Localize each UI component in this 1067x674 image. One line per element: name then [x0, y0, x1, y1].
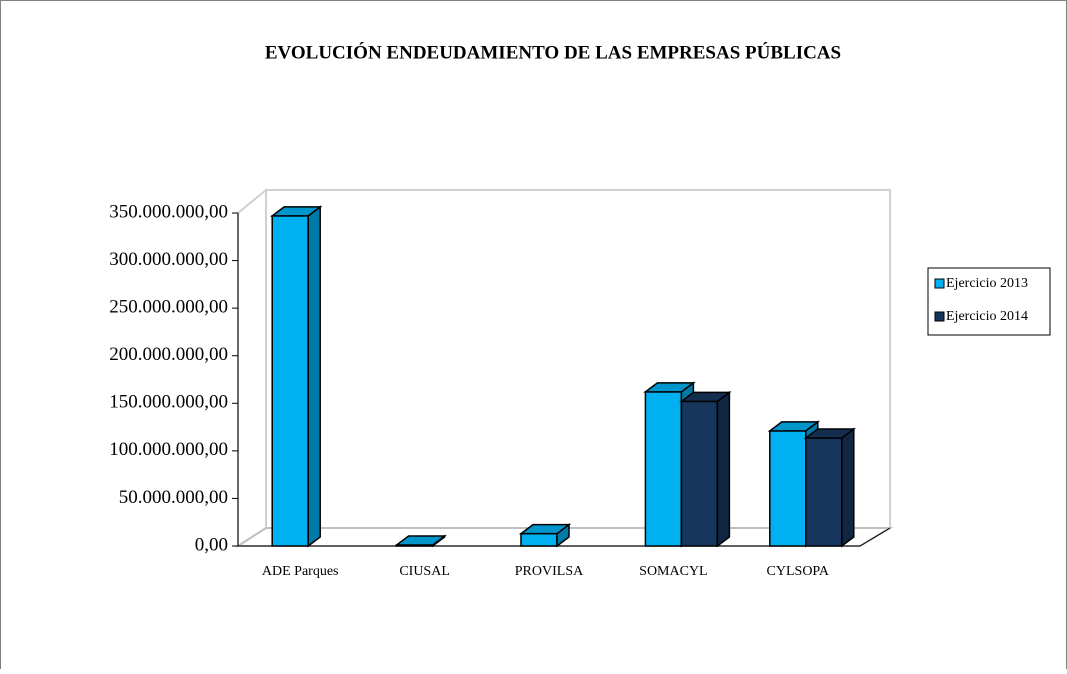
bar-face	[680, 400, 719, 547]
bar-face	[716, 390, 731, 548]
x-tick-label: SOMACYL	[639, 564, 707, 579]
bar	[269, 205, 323, 548]
y-tick-label: 50.000.000,00	[119, 487, 228, 508]
y-tick-label: 300.000.000,00	[109, 249, 228, 270]
bar-face	[805, 437, 843, 547]
x-tick-label: PROVILSA	[515, 564, 584, 579]
bar-face	[841, 427, 855, 548]
y-tick-label: 350.000.000,00	[109, 201, 228, 222]
bar-face	[644, 391, 683, 547]
side-wall	[237, 187, 267, 548]
y-tick-label: 200.000.000,00	[109, 344, 228, 365]
y-tick-label: 100.000.000,00	[109, 439, 228, 460]
bar	[803, 427, 857, 548]
bar-face	[269, 206, 323, 217]
legend-label: Ejercicio 2013	[946, 276, 1028, 291]
bar-face	[767, 421, 821, 432]
y-tick-label: 250.000.000,00	[109, 297, 228, 318]
x-tick-label: CYLSOPA	[767, 564, 830, 579]
bar-face	[394, 535, 447, 546]
bar-face	[520, 532, 558, 547]
bar	[518, 523, 572, 548]
bar-face	[769, 430, 807, 547]
legend-label: Ejercicio 2014	[946, 309, 1028, 324]
bar-face	[679, 391, 732, 403]
bar-face	[307, 205, 321, 548]
chart-title: EVOLUCIÓN ENDEUDAMIENTO DE LAS EMPRESAS …	[265, 41, 841, 63]
legend-swatch	[934, 311, 945, 322]
x-axis	[238, 527, 891, 547]
y-tick-label: 150.000.000,00	[109, 392, 228, 413]
x-tick-label: CIUSAL	[399, 564, 450, 579]
bar-face	[518, 523, 572, 535]
bar-face	[803, 428, 857, 439]
y-tick-label: 0,00	[195, 534, 228, 555]
x-tick-label: ADE Parques	[262, 564, 339, 579]
bar	[679, 390, 732, 548]
legend-swatch	[934, 278, 945, 289]
bar-face	[271, 215, 309, 547]
bar	[394, 534, 447, 548]
bar-face	[643, 382, 696, 393]
legend	[927, 267, 1051, 336]
